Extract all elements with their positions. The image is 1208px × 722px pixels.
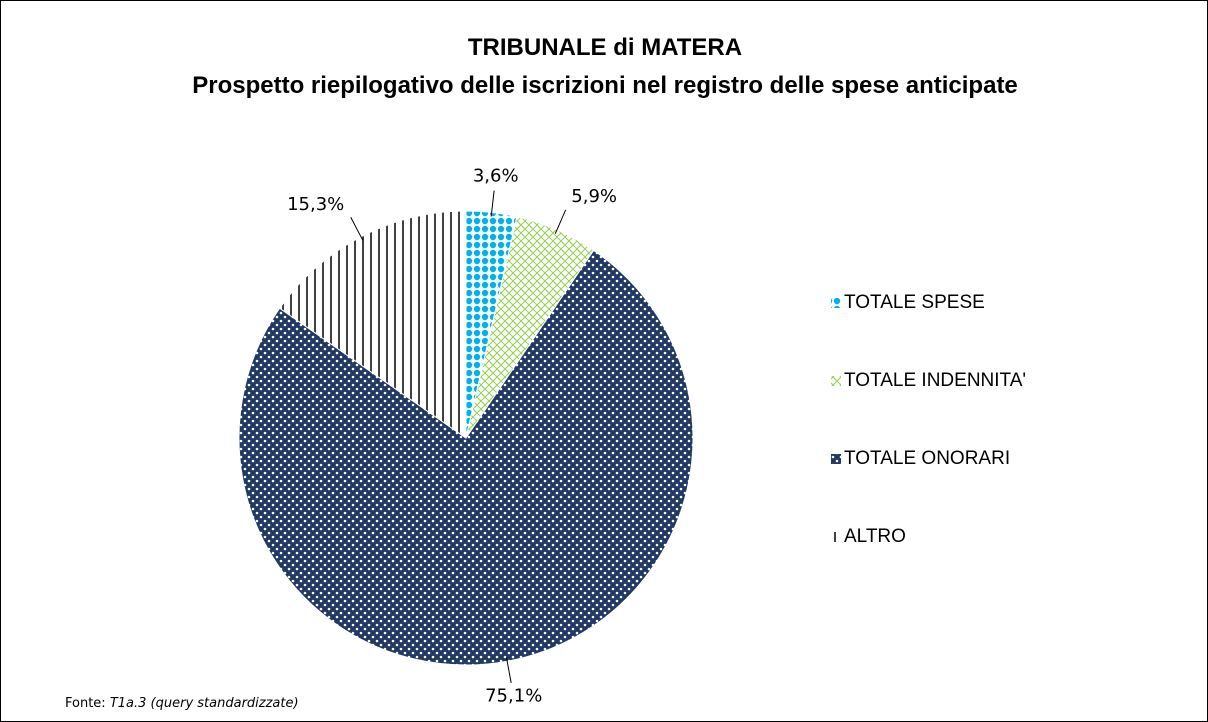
leader-line [505, 657, 512, 683]
source-text: T1a.3 (query standardizzate) [109, 696, 299, 711]
data-label: 3,6% [473, 166, 519, 187]
source: Fonte: T1a.3 (query standardizzate) [65, 696, 299, 711]
leader-line [490, 190, 495, 217]
title: TRIBUNALE di MATERA [467, 34, 743, 61]
data-label: 15,3% [287, 194, 344, 215]
legend-swatch [831, 454, 841, 464]
legend-swatch [831, 298, 841, 308]
legend-label: TOTALE SPESE [844, 292, 985, 313]
data-label: 75,1% [485, 686, 542, 707]
legend-label: ALTRO [844, 526, 906, 547]
subtitle: Prospetto riepilogativo delle iscrizioni… [192, 72, 1018, 99]
legend-label: TOTALE ONORARI [844, 448, 1010, 469]
legend-label: TOTALE INDENNITA' [844, 370, 1026, 391]
leader-line [350, 217, 364, 241]
legend-swatch [831, 532, 841, 542]
chart-title: TRIBUNALE di MATERA Prospetto riepilogat… [105, 29, 1105, 105]
source-label: Fonte: [65, 696, 106, 711]
data-label: 5,9% [571, 186, 617, 207]
legend-swatch [831, 376, 841, 386]
leader-line [554, 209, 567, 234]
